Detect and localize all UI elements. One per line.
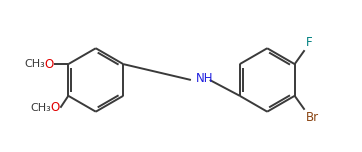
Text: CH₃: CH₃ [25, 59, 46, 69]
Text: CH₃: CH₃ [31, 103, 51, 113]
Text: Br: Br [306, 111, 319, 124]
Text: O: O [50, 101, 59, 114]
Text: O: O [44, 58, 54, 71]
Text: F: F [306, 36, 312, 49]
Text: NH: NH [196, 73, 213, 85]
